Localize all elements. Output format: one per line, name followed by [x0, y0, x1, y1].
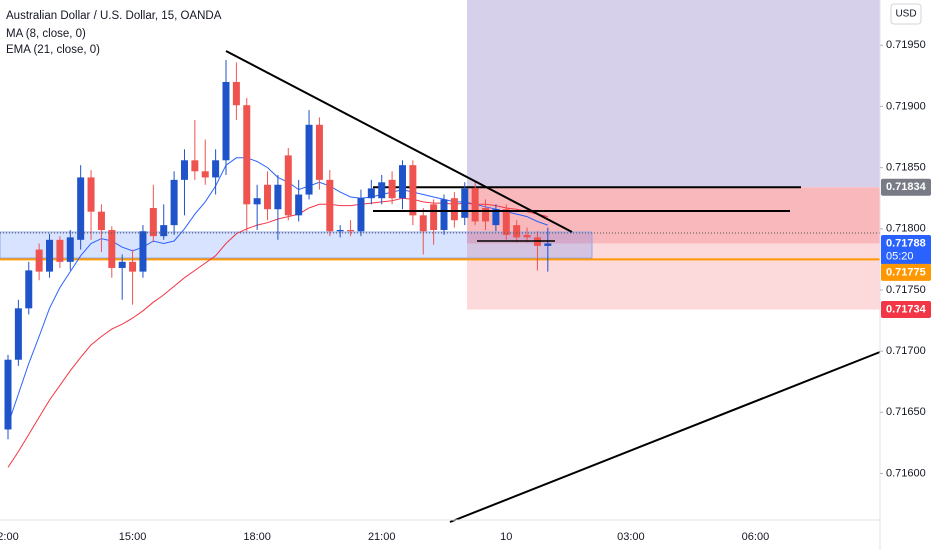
candle-body: [378, 182, 386, 199]
y-tick-label: 0.71800: [886, 223, 926, 235]
candle-body: [87, 177, 95, 212]
candle-body: [347, 230, 355, 232]
candle-body: [170, 179, 178, 226]
candle-body: [77, 177, 85, 240]
candle-body: [336, 230, 344, 232]
candle-body: [264, 184, 272, 210]
candle-body: [544, 243, 552, 246]
currency-label[interactable]: USD: [895, 9, 916, 20]
price-label-box: [881, 301, 931, 319]
stop-zone: [467, 243, 880, 310]
plot-area: [4, 59, 552, 468]
candle-body: [253, 198, 261, 205]
candle-body: [284, 155, 292, 216]
candle-body: [326, 179, 334, 232]
countdown: 05:20: [886, 250, 914, 262]
candle-body: [315, 124, 323, 180]
price-label-box: [881, 178, 931, 196]
trend-line: [225, 50, 573, 233]
candle-body: [35, 249, 43, 272]
candle-body: [295, 194, 303, 216]
candle-body: [367, 188, 375, 199]
price-label-box: [881, 263, 931, 281]
x-tick-label: 18:00: [243, 531, 271, 543]
candle-body: [243, 105, 251, 205]
x-tick-label: 03:00: [617, 531, 645, 543]
y-tick-label: 0.71900: [886, 100, 926, 112]
candle-body: [461, 188, 469, 218]
candle-body: [513, 225, 521, 238]
candle-body: [66, 237, 74, 262]
legend-entry: MA (8, close, 0): [6, 28, 86, 40]
candle-body: [201, 171, 209, 178]
candle-body: [46, 239, 54, 272]
candle-body: [305, 124, 313, 195]
candle-body: [232, 81, 240, 106]
candle-body: [160, 225, 168, 237]
candle-body: [14, 308, 22, 360]
chart-title: Australian Dollar / U.S. Dollar, 15, OAN…: [6, 10, 222, 22]
trend-line: [449, 351, 881, 523]
candle-body: [108, 230, 116, 268]
price-label: 0.71834: [886, 181, 927, 193]
legend: Australian Dollar / U.S. Dollar, 15, OAN…: [6, 10, 222, 56]
candle-body: [388, 179, 396, 199]
price-label-box: [881, 234, 931, 265]
candle-body: [180, 160, 188, 180]
candle-body: [139, 231, 147, 272]
candle-body: [482, 208, 490, 222]
currency-button[interactable]: [890, 3, 922, 25]
y-tick-label: 0.71600: [886, 467, 926, 479]
candle-body: [471, 188, 479, 222]
x-tick-label: 06:00: [742, 531, 770, 543]
x-tick-label: 21:00: [368, 531, 396, 543]
drawing-tools: [0, 50, 881, 523]
candle-body: [222, 81, 230, 161]
candle-body: [129, 261, 137, 272]
y-tick-label: 0.71750: [886, 284, 926, 296]
candle-body: [25, 270, 33, 309]
candle-body: [419, 215, 427, 232]
price-label: 0.71788: [886, 237, 926, 249]
candle-body: [56, 239, 64, 262]
candle-body: [409, 165, 417, 216]
candle-body: [450, 198, 458, 221]
x-tick-label: 15:00: [119, 531, 147, 543]
x-tick-label: 2:00: [0, 531, 19, 543]
target-zone: [467, 0, 880, 188]
candle-body: [502, 209, 510, 235]
price-axis: 0.71600 0.71650 0.71700 0.71750 0.71800 0.718…: [880, 39, 931, 479]
candle-body: [118, 261, 126, 268]
candle-body: [523, 234, 531, 238]
stop-zone: [467, 187, 880, 244]
x-tick-label: 10: [500, 531, 512, 543]
candle-body: [398, 165, 406, 199]
y-tick-label: 0.71650: [886, 406, 926, 418]
candle-body: [492, 209, 500, 226]
candle-body: [149, 208, 157, 237]
candle-body: [4, 359, 12, 430]
legend-entry: EMA (21, close, 0): [6, 44, 100, 56]
candle-body: [274, 184, 282, 210]
y-tick-label: 0.71950: [886, 39, 926, 51]
candle-body: [191, 160, 199, 172]
candle-body: [97, 211, 105, 231]
candle-body: [430, 204, 438, 231]
price-label: 0.71775: [886, 266, 926, 278]
time-axis: 2:00 15:00 18:00 21:00 10 03:00 06:00: [0, 531, 769, 543]
drawings: [0, 0, 880, 310]
candle-body: [357, 198, 365, 232]
range-box: [0, 231, 593, 259]
y-tick-label: 0.71700: [886, 345, 926, 357]
candle-body: [212, 160, 220, 178]
price-label: 0.71734: [886, 303, 927, 315]
candle-body: [440, 199, 448, 231]
y-tick-label: 0.71850: [886, 162, 926, 174]
